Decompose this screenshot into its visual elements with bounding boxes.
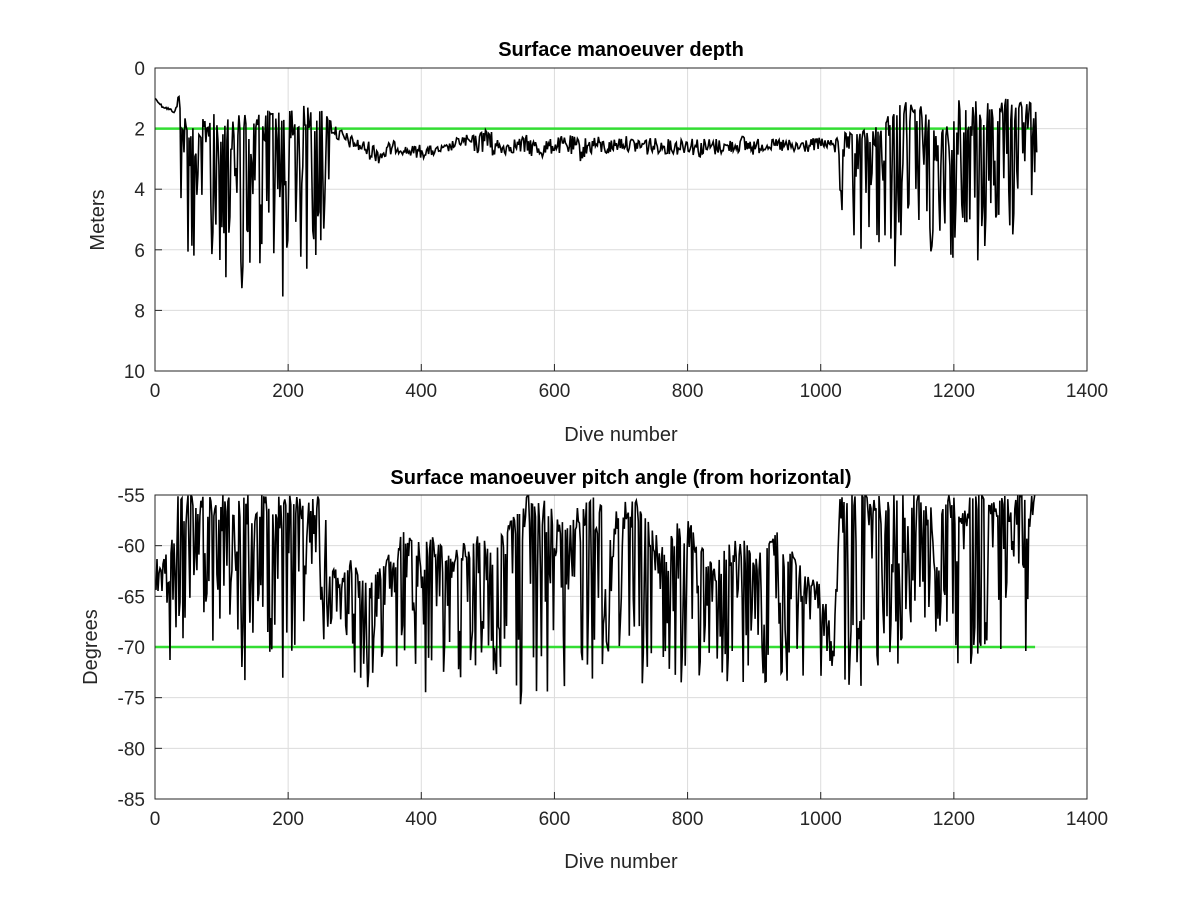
depth-x-tick-label: 400	[405, 381, 437, 402]
pitch-chart-title: Surface manoeuver pitch angle (from hori…	[390, 467, 851, 489]
depth-chart-title: Surface manoeuver depth	[498, 39, 744, 61]
pitch-y-tick-label: -75	[118, 689, 145, 710]
pitch-y-tick-label: -65	[118, 587, 145, 608]
depth-x-tick-label: 800	[672, 381, 704, 402]
depth-series-line	[155, 95, 1038, 297]
pitch-y-tick-label: -60	[118, 537, 145, 558]
pitch-panel: 0 200 400 600 800 1000 1200 1400 -55 -60 -65 -70 -75…	[80, 467, 1108, 873]
depth-x-axis-label: Dive number	[564, 424, 678, 446]
depth-x-tick-label: 1000	[800, 381, 842, 402]
pitch-axes-frame	[154, 494, 1088, 800]
pitch-x-axis-label: Dive number	[564, 851, 678, 873]
pitch-y-tick-label: -80	[118, 739, 145, 760]
depth-y-tick-label: 8	[134, 301, 145, 322]
pitch-y-tick-label: -55	[118, 486, 145, 507]
depth-y-tick-label: 4	[134, 180, 145, 201]
depth-y-tick-label: 10	[124, 362, 145, 383]
depth-ticks: 0 200 400 600 800 1000 1200 1400 0 2 4 6 8 10	[124, 59, 1108, 402]
pitch-x-tick-label: 1400	[1066, 809, 1108, 830]
pitch-x-tick-label: 200	[272, 809, 304, 830]
depth-x-tick-label: 200	[272, 381, 304, 402]
pitch-y-tick-label: -70	[118, 638, 145, 659]
depth-y-tick-label: 0	[134, 59, 145, 80]
pitch-x-tick-label: 1000	[800, 809, 842, 830]
depth-axes-frame	[154, 67, 1088, 372]
pitch-series-line	[155, 495, 1036, 705]
pitch-x-tick-label: 400	[405, 809, 437, 830]
depth-plot-area	[154, 67, 1088, 372]
depth-x-tick-label: 1400	[1066, 381, 1108, 402]
depth-x-tick-label: 1200	[933, 381, 975, 402]
pitch-y-tick-label: -85	[118, 790, 145, 811]
pitch-x-tick-label: 800	[672, 809, 704, 830]
pitch-x-tick-label: 0	[150, 809, 161, 830]
depth-y-axis-label: Meters	[87, 189, 109, 250]
pitch-y-axis-label: Degrees	[80, 609, 102, 685]
pitch-x-tick-label: 1200	[933, 809, 975, 830]
depth-y-tick-label: 2	[134, 120, 145, 141]
depth-x-tick-label: 600	[539, 381, 571, 402]
depth-y-tick-label: 6	[134, 241, 145, 262]
pitch-ticks: 0 200 400 600 800 1000 1200 1400 -55 -60 -65 -70 -75…	[118, 486, 1109, 830]
depth-x-tick-label: 0	[150, 381, 161, 402]
pitch-x-tick-label: 600	[539, 809, 571, 830]
depth-panel: 0 200 400 600 800 1000 1200 1400 0 2 4 6 8 10 Surface…	[87, 39, 1108, 446]
